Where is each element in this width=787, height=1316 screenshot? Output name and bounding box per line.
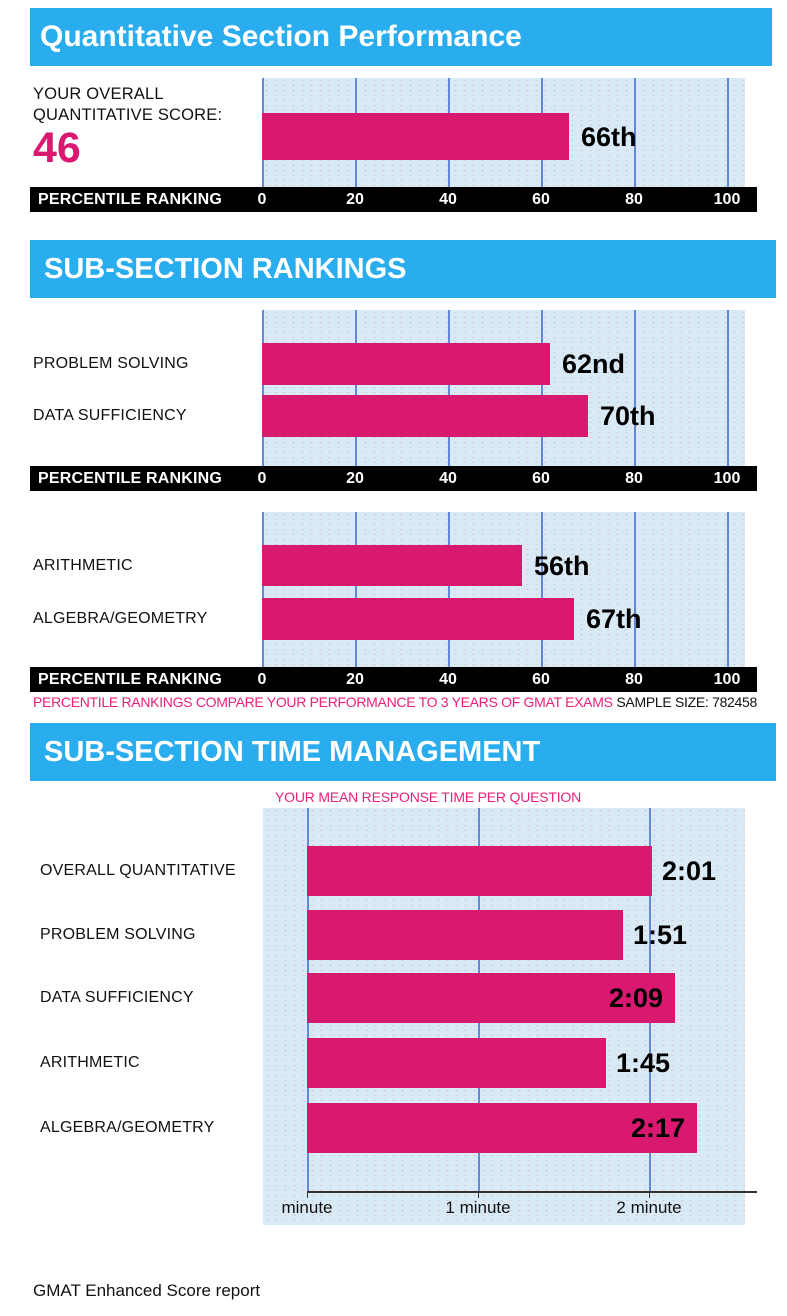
axis-tick-label: 20: [346, 191, 364, 208]
overall-score-label: YOUR OVERALL QUANTITATIVE SCORE:: [33, 84, 222, 126]
gridline: [727, 512, 729, 667]
row-label: ARITHMETIC: [33, 556, 133, 574]
percentile-bar: [262, 113, 569, 160]
gridline: [541, 310, 543, 466]
time-bar: [307, 1038, 606, 1088]
row-label: PROBLEM SOLVING: [33, 355, 189, 372]
percentile-bar: [262, 545, 522, 586]
percentile-comparison-footnote: PERCENTILE RANKINGS COMPARE YOUR PERFORM…: [33, 694, 613, 710]
row-label: ARITHMETIC: [40, 1054, 140, 1071]
gridline: [634, 310, 636, 466]
row-label: ALGEBRA/GEOMETRY: [33, 610, 208, 627]
section-header-rankings: SUB-SECTION RANKINGS: [30, 240, 776, 298]
gridline: [448, 310, 450, 466]
section-title-rankings: SUB-SECTION RANKINGS: [44, 252, 407, 285]
percentile-bar: [262, 395, 588, 437]
percentile-axis-bar-1: PERCENTILE RANKING 0 20 40 60 80 100: [30, 187, 757, 212]
time-axis-tick: [307, 1193, 308, 1198]
percentile-ranking-label: PERCENTILE RANKING: [38, 470, 223, 487]
sample-size-footnote: SAMPLE SIZE: 782458: [616, 694, 757, 710]
time-axis-line: [307, 1191, 757, 1193]
row-label: PROBLEM SOLVING: [40, 926, 196, 943]
axis-tick-label: 0: [257, 671, 267, 688]
time-value-label: 1:45: [616, 1048, 671, 1078]
gridline: [727, 78, 729, 187]
axis-tick-label: 0: [257, 470, 267, 487]
axis-tick-label: 80: [625, 470, 643, 487]
percentile-bar: [262, 598, 574, 640]
gridline: [634, 78, 636, 187]
section-title-quantitative: Quantitative Section Performance: [40, 20, 522, 53]
axis-tick-label: 0: [257, 191, 267, 208]
time-value-label: 2:17: [630, 1113, 685, 1143]
bar-value-label: 67th: [586, 604, 642, 634]
bar-value-label: 66th: [581, 121, 637, 152]
gridline: [448, 512, 450, 667]
axis-tick-label: 80: [625, 191, 643, 208]
percentile-axis-bar-2: PERCENTILE RANKING 0 20 40 60 80 100: [30, 466, 757, 491]
row-label: OVERALL QUANTITATIVE: [40, 862, 236, 879]
time-axis-tick: [649, 1193, 650, 1198]
axis-tick-label: 80: [625, 671, 643, 688]
axis-tick-label: 60: [532, 191, 550, 208]
overall-score-label-line1: YOUR OVERALL: [33, 85, 164, 103]
overall-score-value: 46: [33, 124, 81, 172]
percentile-bar: [262, 343, 550, 385]
row-label: DATA SUFFICIENCY: [40, 989, 194, 1006]
percentile-ranking-label: PERCENTILE RANKING: [38, 671, 223, 688]
gridline: [634, 512, 636, 667]
gridline: [262, 512, 264, 667]
time-bar: [307, 973, 675, 1023]
row-label: DATA SUFFICIENCY: [33, 407, 187, 424]
time-value-label: 1:51: [633, 920, 688, 950]
time-bar: [307, 846, 652, 896]
axis-tick-label: 40: [439, 671, 457, 688]
axis-tick-label: 60: [532, 470, 550, 487]
axis-tick-label: 40: [439, 191, 457, 208]
subsection-rankings-chart-1: [262, 310, 745, 466]
gridline: [262, 310, 264, 466]
gridline: [355, 310, 357, 466]
time-bar: [307, 1103, 697, 1153]
time-axis-tick-label: 1 minute: [445, 1198, 511, 1217]
axis-tick-label: 100: [713, 470, 741, 487]
percentile-axis-bar-3: PERCENTILE RANKING 0 20 40 60 80 100: [30, 667, 757, 692]
time-axis-tick: [478, 1193, 479, 1198]
axis-tick-label: 20: [346, 470, 364, 487]
axis-tick-label: 20: [346, 671, 364, 688]
time-axis-tick-label: 2 minute: [616, 1198, 682, 1217]
time-axis-tick-label: minute: [281, 1198, 333, 1217]
row-label: ALGEBRA/GEOMETRY: [40, 1119, 215, 1136]
report-footer: GMAT Enhanced Score report: [33, 1281, 261, 1300]
time-management-chart: [263, 808, 745, 1225]
axis-tick-label: 100: [713, 191, 741, 208]
bar-value-label: 70th: [600, 401, 656, 431]
section-header-quantitative: Quantitative Section Performance: [30, 8, 772, 66]
subsection-rankings-chart-2: [262, 512, 745, 667]
overall-percentile-chart: [262, 78, 745, 187]
gridline: [727, 310, 729, 466]
time-bar: [307, 910, 623, 960]
axis-tick-label: 100: [713, 671, 741, 688]
mean-response-time-subtitle: YOUR MEAN RESPONSE TIME PER QUESTION: [275, 789, 582, 805]
section-header-time-management: SUB-SECTION TIME MANAGEMENT: [30, 723, 776, 781]
overall-score-label-line2: QUANTITATIVE SCORE:: [33, 106, 223, 124]
axis-tick-label: 40: [439, 470, 457, 487]
gridline: [541, 512, 543, 667]
percentile-ranking-label: PERCENTILE RANKING: [38, 191, 223, 208]
time-value-label: 2:09: [608, 983, 663, 1013]
section-title-time-management: SUB-SECTION TIME MANAGEMENT: [44, 735, 541, 768]
axis-tick-label: 60: [532, 671, 550, 688]
bar-value-label: 56th: [534, 550, 590, 581]
gridline: [355, 512, 357, 667]
time-value-label: 2:01: [662, 856, 717, 886]
bar-value-label: 62nd: [562, 349, 626, 379]
